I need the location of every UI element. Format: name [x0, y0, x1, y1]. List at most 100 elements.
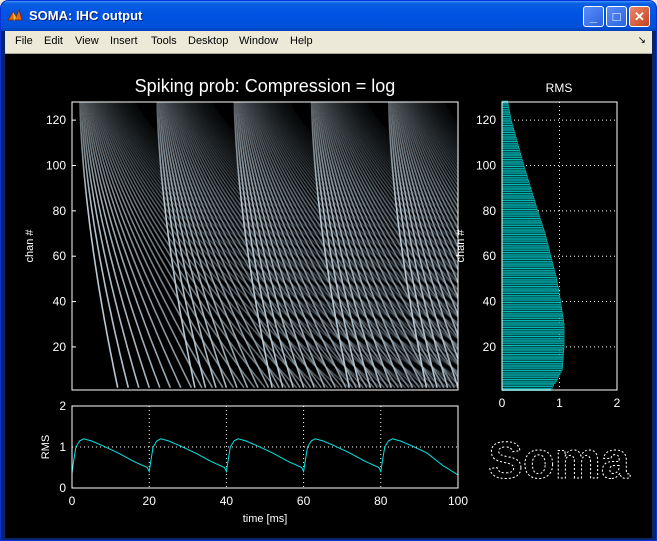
rms-line-series — [72, 438, 458, 476]
title-bar[interactable]: SOMA: IHC output _ □ ✕ — [1, 1, 656, 31]
rms-bar — [501, 118, 512, 121]
rms-bar — [501, 343, 565, 346]
rms-line-ytick-label: 0 — [59, 481, 66, 495]
rms-bar — [501, 257, 552, 260]
rms-bar — [501, 148, 520, 151]
rms-line-ytick-label: 2 — [59, 399, 66, 413]
rms-bar — [501, 304, 562, 307]
rms-bar — [501, 125, 514, 128]
heatmap-title: Spiking prob: Compression = log — [135, 76, 396, 96]
rms-line-xtick-label: 60 — [297, 494, 311, 508]
rms-bar-xtick-label: 1 — [556, 396, 563, 410]
rms-bar — [501, 223, 543, 226]
minimize-button[interactable]: _ — [583, 6, 604, 27]
menu-window[interactable]: Window — [239, 35, 279, 47]
rms-bar — [501, 361, 564, 364]
rms-bar — [501, 127, 514, 131]
rms-bar — [501, 264, 554, 267]
rms-bar — [501, 103, 509, 106]
menu-insert[interactable]: Insert — [110, 35, 138, 47]
maximize-button[interactable]: □ — [606, 6, 627, 27]
rms-line-xtick-label: 40 — [220, 494, 234, 508]
rms-bar — [501, 318, 564, 321]
rms-bar — [501, 200, 536, 203]
menu-tools[interactable]: Tools — [151, 35, 177, 47]
heatmap-ytick-label: 80 — [53, 204, 67, 218]
rms-bar-ytick-label: 20 — [483, 340, 497, 354]
rms-bar — [501, 261, 553, 264]
menu-file[interactable]: File — [15, 35, 33, 47]
rms-bar — [501, 250, 550, 253]
rms-bar — [501, 189, 532, 192]
rms-bar-ylabel: chan # — [455, 229, 467, 263]
rms-bar — [501, 386, 553, 389]
rms-bar — [501, 159, 523, 162]
rms-bar — [501, 375, 560, 378]
rms-bar — [501, 284, 559, 287]
rms-bar — [501, 232, 546, 235]
rms-bar — [501, 209, 538, 212]
rms-bar — [501, 338, 565, 341]
rms-bar — [501, 302, 562, 305]
close-button[interactable]: ✕ — [629, 6, 650, 27]
menu-view[interactable]: View — [75, 35, 99, 47]
rms-bar — [501, 193, 534, 196]
rms-bar-xtick-label: 0 — [499, 396, 506, 410]
rms-bar — [501, 336, 565, 339]
heatmap-frame — [71, 101, 459, 391]
rms-bar — [501, 332, 565, 335]
menu-help[interactable]: Help — [290, 35, 313, 47]
rms-bar — [501, 311, 563, 314]
rms-bar-ytick-label: 40 — [483, 295, 497, 309]
rms-bar — [501, 116, 512, 119]
rms-bar — [501, 105, 509, 108]
rms-bar-ytick-label: 120 — [476, 113, 496, 127]
rms-bar — [501, 234, 546, 237]
rms-bar — [501, 152, 521, 155]
rms-bar — [501, 313, 563, 316]
spike-heatmap-axes: Spiking prob: Compression = log chan # 2… — [24, 76, 459, 391]
rms-bar — [501, 363, 563, 366]
rms-bar — [501, 329, 565, 332]
rms-line-xtick-label: 0 — [69, 494, 76, 508]
menu-desktop[interactable]: Desktop — [188, 35, 229, 47]
rms-bar — [501, 218, 541, 221]
rms-bar-ytick-label: 100 — [476, 158, 496, 172]
matlab-icon — [7, 8, 23, 21]
heatmap-ytick-label: 120 — [46, 113, 66, 127]
rms-bar — [501, 288, 559, 292]
heatmap-shading — [72, 102, 458, 390]
rms-bar — [501, 275, 557, 278]
rms-bar — [501, 132, 516, 135]
rms-bar — [501, 320, 564, 323]
dock-icon[interactable]: ↘ — [637, 35, 646, 46]
rms-bar — [501, 381, 556, 384]
rms-bar — [501, 220, 542, 223]
rms-bar — [501, 377, 559, 380]
rms-bar — [501, 356, 564, 360]
rms-bar — [501, 195, 534, 199]
menu-edit[interactable]: Edit — [44, 35, 63, 47]
heatmap-y-ticks: 20 40 60 80 100 120 — [46, 113, 76, 354]
rms-bar — [501, 295, 561, 298]
rms-bar-ytick-label: 60 — [483, 249, 497, 263]
rms-bar — [501, 143, 519, 146]
rms-bar — [501, 146, 520, 149]
rms-bar — [501, 112, 511, 115]
rms-bar — [501, 198, 535, 201]
rms-bar — [501, 121, 513, 124]
rms-bar — [501, 379, 557, 382]
rms-bar — [501, 316, 564, 319]
rms-bar — [501, 191, 533, 194]
rms-bar — [501, 236, 547, 239]
heatmap-ytick-label: 100 — [46, 158, 66, 172]
heatmap-ytick-label: 20 — [53, 340, 67, 354]
rms-channel-axes: RMS chan # 20 40 60 80 100 120 0 1 2 — [455, 81, 621, 410]
rms-line-xtick-label: 20 — [143, 494, 157, 508]
rms-bar — [501, 352, 564, 355]
rms-bar — [501, 227, 544, 230]
rms-bar — [501, 157, 523, 160]
rms-bar — [501, 166, 525, 169]
rms-bar — [501, 214, 540, 217]
